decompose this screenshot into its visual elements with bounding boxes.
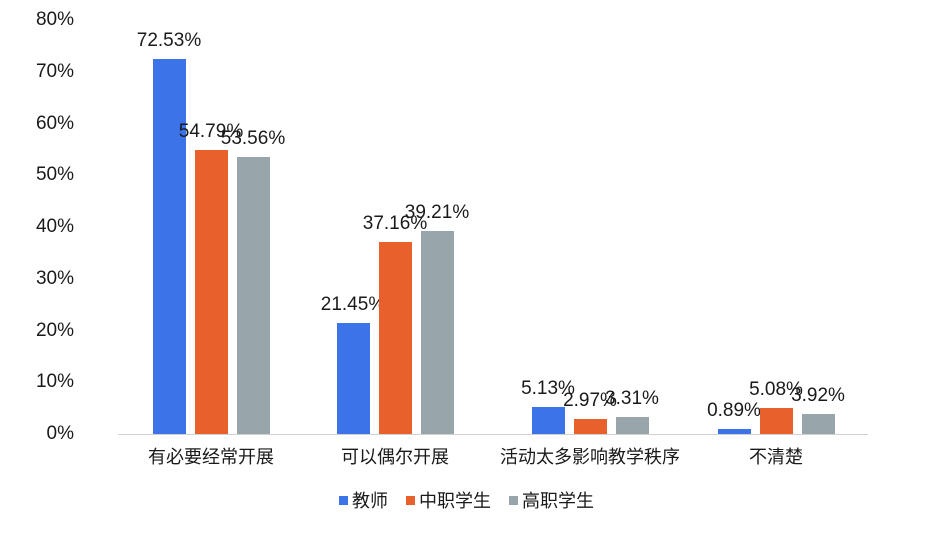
y-tick-label: 60% <box>35 112 74 134</box>
data-label: 5.13% <box>521 378 575 400</box>
x-tick-label: 可以偶尔开展 <box>341 447 449 468</box>
bar <box>194 150 228 434</box>
y-tick-label: 40% <box>35 216 74 237</box>
x-tick-label: 有必要经常开展 <box>148 447 274 468</box>
bar <box>236 156 270 434</box>
y-tick-label: 70% <box>35 60 74 82</box>
y-tick-label: 30% <box>35 267 74 289</box>
legend-label: 高职学生 <box>522 491 594 512</box>
x-axis-line <box>118 434 868 435</box>
bar <box>717 429 751 434</box>
data-label: 39.21% <box>404 202 470 224</box>
legend-item: 中职学生 <box>406 487 491 513</box>
data-label: 54.79% <box>178 121 244 143</box>
data-label: 3.31% <box>605 387 659 409</box>
x-tick-label: 不清楚 <box>749 447 803 468</box>
bar <box>531 407 565 434</box>
bar <box>801 413 835 434</box>
legend-label: 中职学生 <box>419 491 491 512</box>
y-tick-label: 80% <box>35 9 74 30</box>
bar <box>336 322 370 434</box>
y-tick-label: 50% <box>35 164 74 186</box>
bar <box>573 418 607 434</box>
data-label: 3.92% <box>791 384 845 406</box>
data-label: 37.16% <box>362 212 428 234</box>
legend-item: 高职学生 <box>509 487 594 513</box>
data-label: 21.45% <box>320 293 386 315</box>
bar <box>615 416 649 434</box>
y-tick-label: 10% <box>35 371 74 393</box>
data-label: 72.53% <box>136 29 202 51</box>
data-label: 53.56% <box>220 127 286 149</box>
bar <box>378 241 412 434</box>
legend-swatch-icon <box>406 495 415 505</box>
y-tick-label: 20% <box>35 319 74 341</box>
data-label: 5.08% <box>749 378 803 400</box>
legend-label: 教师 <box>352 491 388 512</box>
data-label: 0.89% <box>707 400 761 422</box>
x-tick-label: 活动太多影响教学秩序 <box>500 447 680 468</box>
bar <box>759 407 793 434</box>
y-tick-label: 0% <box>46 423 74 444</box>
legend-swatch-icon <box>339 495 348 505</box>
bar <box>152 58 186 434</box>
data-label: 2.97% <box>563 389 617 411</box>
legend-item: 教师 <box>339 487 388 513</box>
legend: 教师 中职学生 高职学生 <box>0 487 933 513</box>
legend-swatch-icon <box>509 495 518 505</box>
bar <box>420 231 454 434</box>
